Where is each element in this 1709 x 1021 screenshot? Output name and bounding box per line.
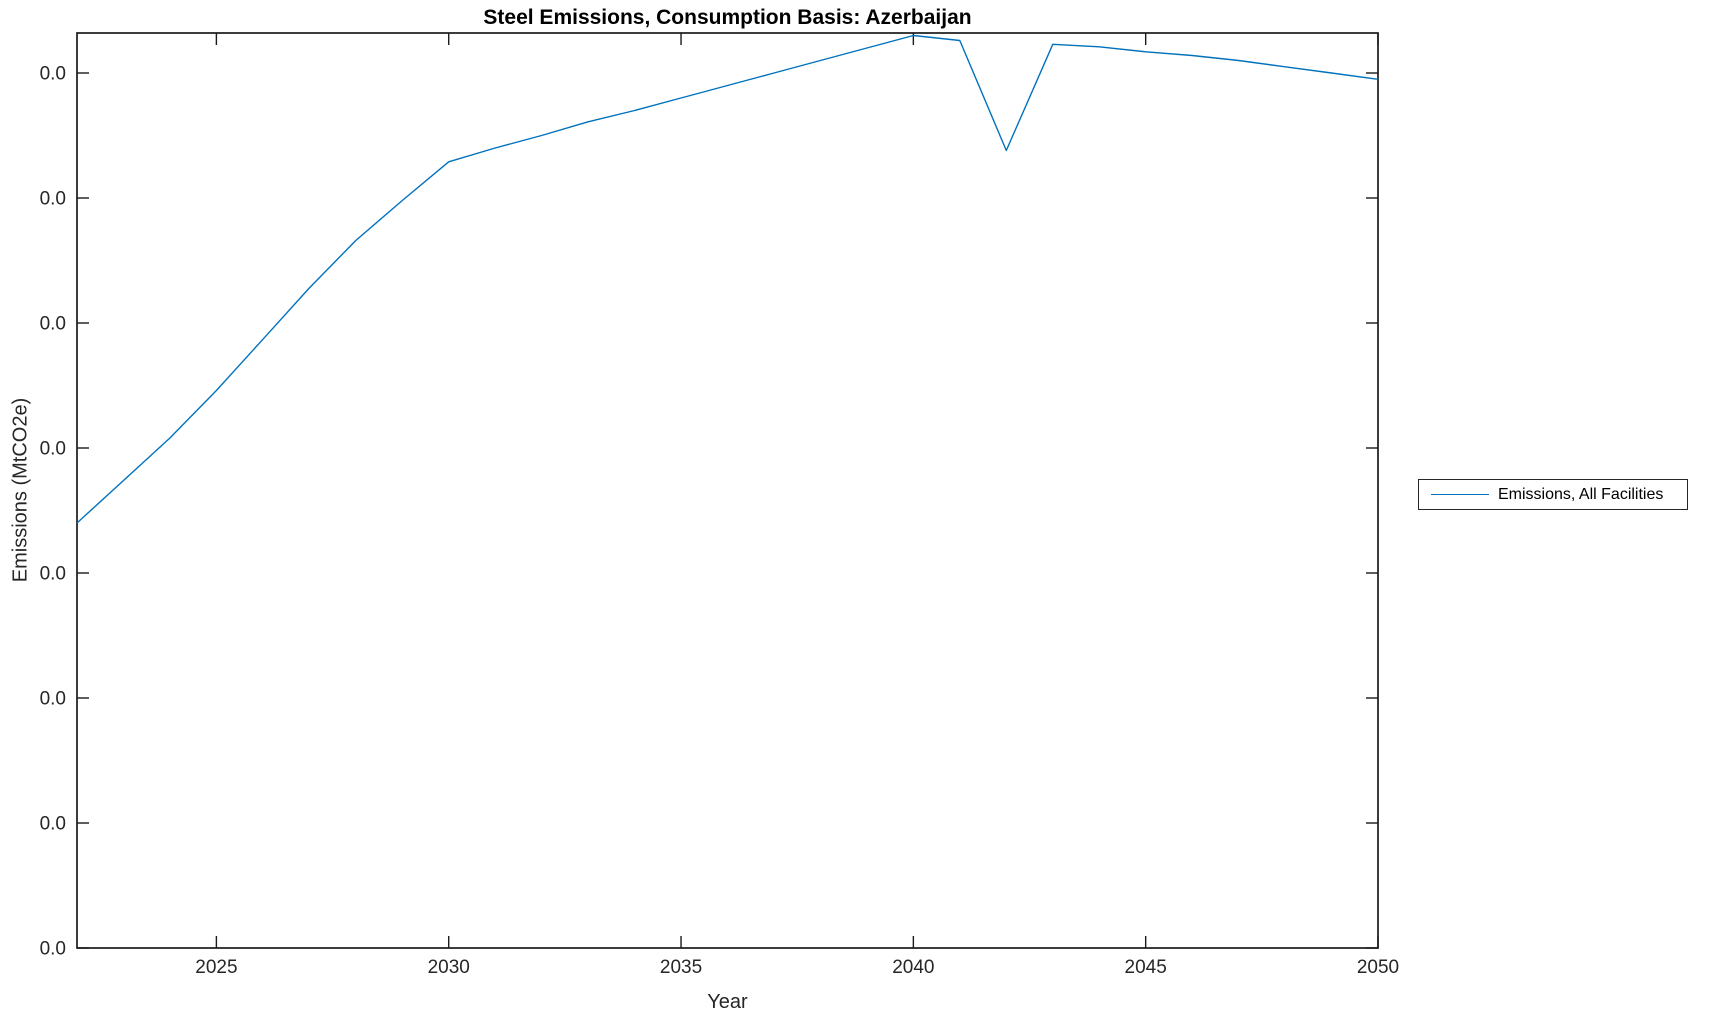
x-tick-label: 2045 xyxy=(1125,957,1167,978)
legend: Emissions, All Facilities xyxy=(1418,479,1688,510)
legend-line-sample-icon xyxy=(1431,494,1489,495)
y-tick-label: 0.0 xyxy=(40,189,66,210)
x-tick-label: 2025 xyxy=(195,957,237,978)
x-tick-label: 2035 xyxy=(660,957,702,978)
x-tick-label: 2050 xyxy=(1357,957,1399,978)
x-tick-label: 2040 xyxy=(892,957,934,978)
y-tick-label: 0.0 xyxy=(40,439,66,460)
axes-frame xyxy=(76,32,1379,949)
x-tick-label: 2030 xyxy=(428,957,470,978)
chart-title: Steel Emissions, Consumption Basis: Azer… xyxy=(483,6,972,29)
y-tick-label: 0.0 xyxy=(40,689,66,710)
y-tick-label: 0.0 xyxy=(40,814,66,835)
y-tick-label: 0.0 xyxy=(40,314,66,335)
y-tick-label: 0.0 xyxy=(40,64,66,85)
legend-entry-label: Emissions, All Facilities xyxy=(1498,485,1664,503)
y-tick-label: 0.0 xyxy=(40,939,66,960)
y-tick-label: 0.0 xyxy=(40,564,66,585)
x-axis-label: Year xyxy=(707,991,748,1013)
emissions-line xyxy=(76,34,1379,524)
